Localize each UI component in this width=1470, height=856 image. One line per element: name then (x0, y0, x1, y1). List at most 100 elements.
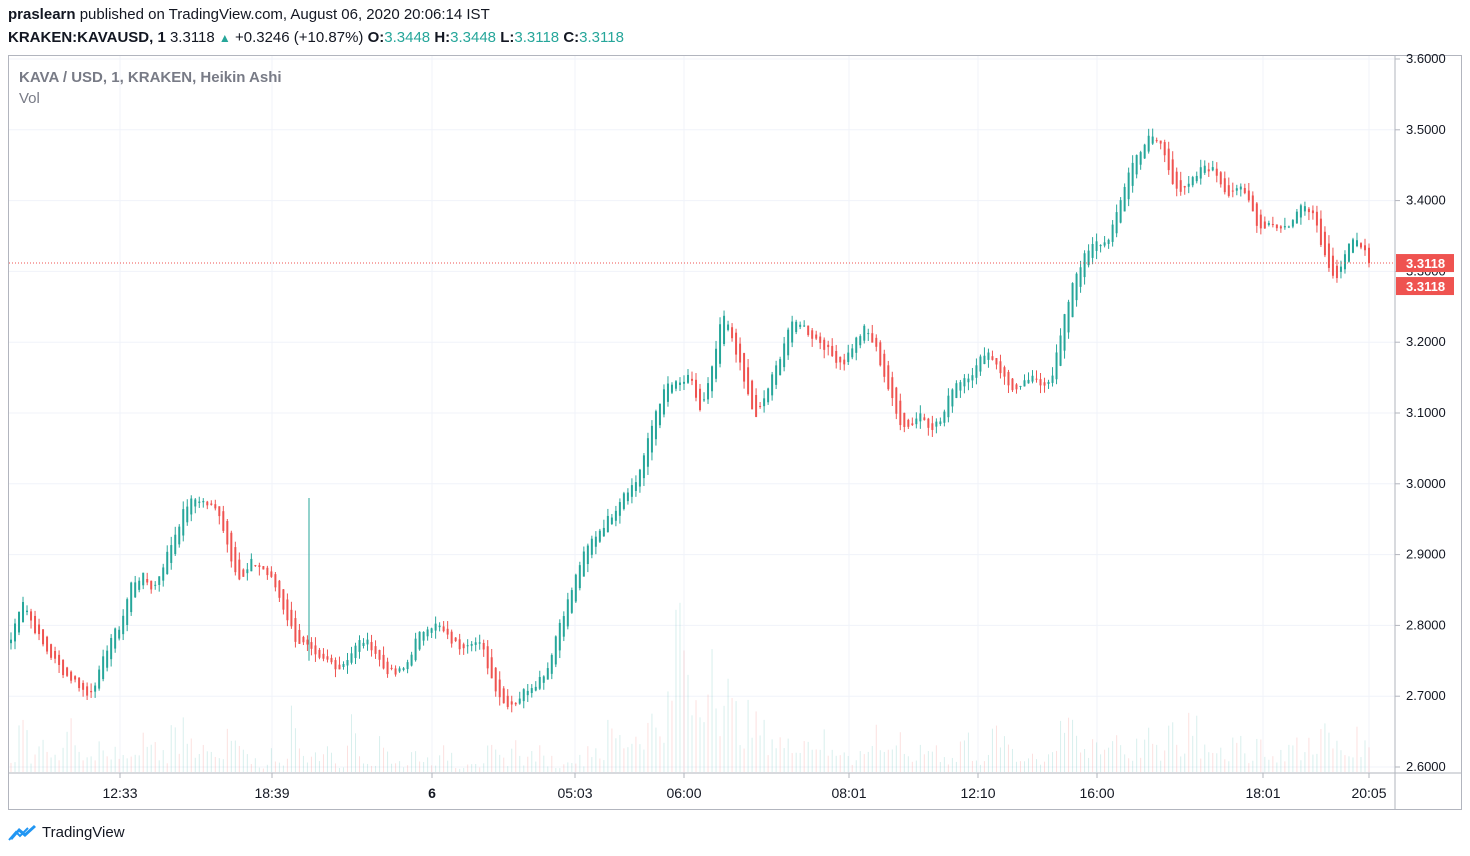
candle-body (218, 506, 221, 517)
candle-body (871, 333, 874, 343)
volume-bar (1128, 758, 1130, 772)
candle-body (803, 325, 806, 327)
candle-body (1155, 140, 1158, 142)
candle-body (1015, 384, 1018, 390)
candle-body (827, 344, 830, 348)
candle-body (699, 388, 702, 410)
candle-body (294, 618, 297, 642)
volume-bar (503, 757, 505, 772)
volume-bar (174, 727, 176, 772)
candle-body (1351, 239, 1354, 253)
candle-body (995, 358, 998, 365)
volume-bar (1204, 744, 1206, 772)
x-tick-label: 6 (428, 785, 436, 801)
volume-bar (1328, 732, 1330, 772)
candle-body (134, 582, 137, 598)
volume-bar (122, 754, 124, 772)
candle-body (226, 521, 229, 545)
candle-body (374, 646, 377, 654)
volume-bar (927, 751, 929, 772)
volume-bar (202, 744, 204, 772)
volume-bar (1180, 756, 1182, 772)
candle-body (1047, 381, 1050, 384)
candle-body (622, 493, 625, 509)
candle-body (1075, 273, 1078, 301)
candle-body (1087, 250, 1090, 266)
candle-body (1003, 367, 1006, 377)
volume-legend[interactable]: Vol (19, 90, 40, 107)
volume-bar (583, 766, 585, 772)
candle-body (306, 639, 309, 645)
volume-bar (1364, 740, 1366, 772)
volume-bar (743, 748, 745, 772)
publish-info: praslearn published on TradingView.com, … (8, 6, 490, 23)
candle-body (835, 350, 838, 363)
volume-bar (46, 751, 48, 772)
candle-body (1171, 159, 1174, 184)
volume-bar (883, 751, 885, 772)
candle-body (398, 668, 401, 672)
high-label: H: (434, 29, 451, 46)
candle-body (1123, 186, 1126, 212)
series-title[interactable]: KAVA / USD, 1, KRAKEN, Heikin Ashi (19, 69, 282, 86)
y-tick-label: 3.1000 (1406, 405, 1446, 420)
candle-body (1183, 186, 1186, 188)
volume-bar (1360, 757, 1362, 772)
candle-body (967, 378, 970, 383)
volume-bar (631, 743, 633, 772)
volume-bar (935, 745, 937, 772)
candle-body (863, 325, 866, 341)
candle-body (70, 671, 73, 681)
candle-body (198, 501, 201, 503)
candle-body (819, 336, 822, 343)
volume-bar (310, 756, 312, 772)
volume-bar (1272, 756, 1274, 772)
price-label: 3.3118 (1406, 256, 1445, 271)
candle-body (999, 361, 1002, 374)
candle-body (110, 637, 113, 660)
volume-bar (979, 764, 981, 772)
candle-body (795, 321, 798, 333)
candle-body (1175, 171, 1178, 189)
candle-body (823, 339, 826, 350)
volume-bar (1212, 752, 1214, 772)
close-label: C: (563, 29, 580, 46)
candle-body (1191, 177, 1194, 186)
candle-body (767, 388, 770, 403)
volume-bar (286, 758, 288, 772)
volume-bar (475, 763, 477, 772)
price-change: +0.3246 (+10.87%) (234, 29, 364, 46)
volume-bar (226, 728, 228, 772)
candle-body (598, 530, 601, 542)
volume-bar (50, 757, 52, 772)
volume-bar (290, 705, 292, 772)
volume-bar (314, 752, 316, 772)
candle-body (410, 654, 413, 666)
candle-body (947, 395, 950, 418)
candle-body (883, 353, 886, 377)
candle-body (755, 395, 758, 417)
volume-bar (250, 764, 252, 772)
volume-bar (42, 739, 44, 772)
candle-body (1011, 378, 1014, 391)
candle-body (943, 411, 946, 423)
volume-bar (270, 748, 272, 772)
volume-bar (831, 749, 833, 772)
volume-bar (62, 747, 64, 772)
candle-body (787, 329, 790, 356)
volume-bar (851, 764, 853, 772)
low-label: L: (500, 29, 515, 46)
volume-bar (827, 755, 829, 772)
volume-bar (198, 754, 200, 772)
candle-body (638, 469, 641, 487)
volume-bar (1136, 738, 1138, 772)
volume-bar (567, 762, 569, 772)
author-name[interactable]: praslearn (8, 6, 76, 23)
candle-body (1059, 335, 1062, 366)
brand[interactable]: TradingView (8, 822, 125, 842)
candle-body (1147, 135, 1150, 152)
candle-body (1207, 169, 1210, 172)
candle-body (158, 576, 161, 585)
candle-body (1127, 172, 1130, 200)
